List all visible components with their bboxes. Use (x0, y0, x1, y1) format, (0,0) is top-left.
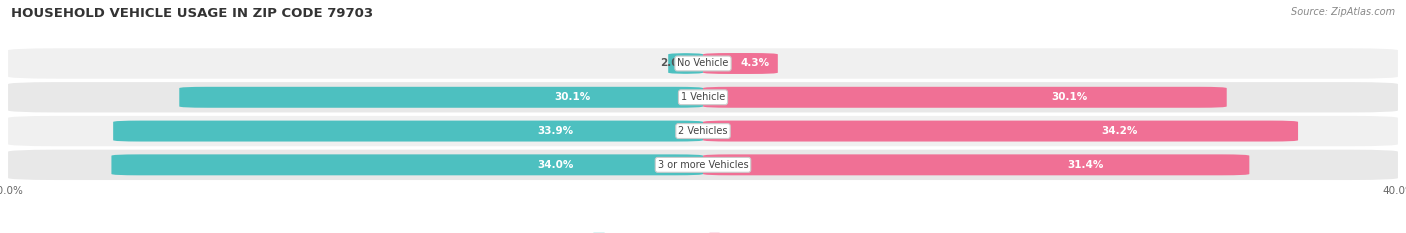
FancyBboxPatch shape (7, 115, 1399, 147)
Text: 31.4%: 31.4% (1067, 160, 1104, 170)
FancyBboxPatch shape (180, 87, 703, 108)
FancyBboxPatch shape (7, 149, 1399, 181)
FancyBboxPatch shape (703, 121, 1298, 141)
Text: 34.0%: 34.0% (537, 160, 574, 170)
Legend: Owner-occupied, Renter-occupied: Owner-occupied, Renter-occupied (589, 229, 817, 233)
Text: Source: ZipAtlas.com: Source: ZipAtlas.com (1291, 7, 1395, 17)
Text: 3 or more Vehicles: 3 or more Vehicles (658, 160, 748, 170)
Text: No Vehicle: No Vehicle (678, 58, 728, 69)
Text: 2 Vehicles: 2 Vehicles (678, 126, 728, 136)
Text: 34.2%: 34.2% (1101, 126, 1137, 136)
Text: 2.0%: 2.0% (659, 58, 689, 69)
Text: 30.1%: 30.1% (1052, 92, 1088, 102)
FancyBboxPatch shape (111, 154, 703, 175)
Text: 33.9%: 33.9% (537, 126, 574, 136)
FancyBboxPatch shape (703, 53, 778, 74)
FancyBboxPatch shape (7, 47, 1399, 80)
FancyBboxPatch shape (112, 121, 703, 141)
FancyBboxPatch shape (668, 53, 703, 74)
Text: 1 Vehicle: 1 Vehicle (681, 92, 725, 102)
FancyBboxPatch shape (7, 81, 1399, 113)
Text: 30.1%: 30.1% (554, 92, 591, 102)
FancyBboxPatch shape (703, 154, 1250, 175)
Text: 4.3%: 4.3% (741, 58, 770, 69)
FancyBboxPatch shape (703, 87, 1226, 108)
Text: HOUSEHOLD VEHICLE USAGE IN ZIP CODE 79703: HOUSEHOLD VEHICLE USAGE IN ZIP CODE 7970… (11, 7, 374, 20)
